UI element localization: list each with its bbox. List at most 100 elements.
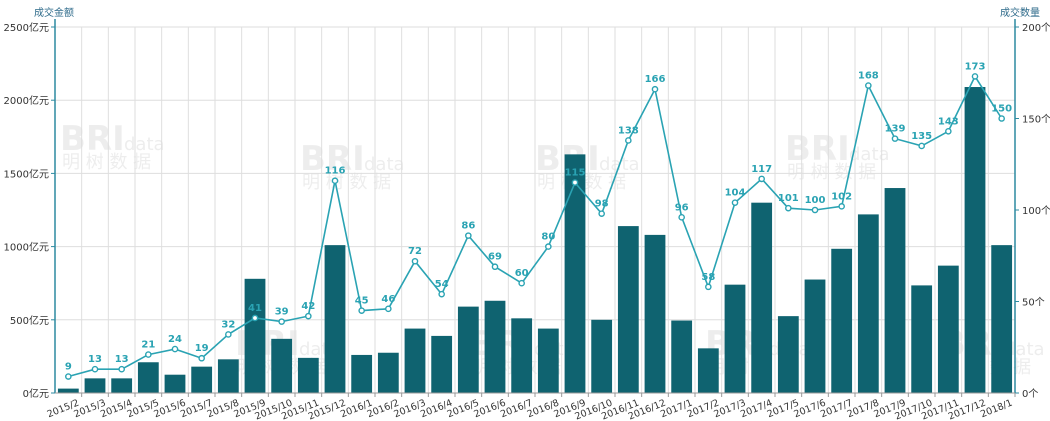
line-point: [545, 243, 552, 250]
bar: [164, 374, 186, 393]
count-data-label: 117: [751, 164, 772, 175]
bar-series: [57, 87, 1013, 394]
bar: [271, 338, 293, 393]
bar: [964, 87, 986, 394]
count-data-label: 86: [461, 221, 475, 232]
line-series: [65, 73, 1005, 380]
line-point: [438, 290, 445, 298]
left-axis-title: 成交金额: [34, 6, 74, 19]
count-line: [68, 74, 1003, 378]
bar: [937, 265, 959, 393]
bar: [217, 359, 239, 393]
bar: [191, 366, 213, 393]
bar: [644, 234, 666, 393]
bar: [137, 362, 159, 393]
line-point: [571, 179, 579, 186]
watermark-main: BRI: [60, 119, 125, 159]
bar: [724, 284, 746, 393]
count-data-label: 100: [805, 195, 826, 206]
watermark-suffix: data: [364, 154, 405, 175]
count-data-label: 173: [965, 61, 986, 72]
count-data-label: 54: [435, 279, 449, 290]
count-data-label: 115: [565, 168, 586, 179]
right-axis-title: 成交数量: [1000, 6, 1040, 19]
line-point: [651, 85, 659, 93]
bar: [911, 285, 933, 393]
left-tick-label: 2500亿元: [4, 21, 49, 34]
line-point: [838, 203, 845, 210]
left-tick-label: 0亿元: [23, 387, 49, 400]
line-point: [145, 351, 152, 358]
count-data-label: 101: [778, 193, 799, 204]
bar: [324, 245, 346, 393]
count-data-label: 150: [991, 104, 1012, 115]
count-data-label: 80: [541, 232, 555, 243]
line-point: [171, 345, 179, 353]
count-data-label: 13: [88, 354, 102, 365]
count-data-label: 135: [911, 131, 932, 142]
watermark-suffix: data: [124, 134, 165, 155]
bar: [857, 214, 879, 393]
line-point: [118, 365, 125, 373]
count-data-label: 139: [885, 124, 906, 135]
bar: [297, 357, 319, 393]
line-point: [598, 210, 605, 217]
line-point: [385, 305, 392, 313]
bar: [777, 316, 799, 393]
count-data-label: 96: [675, 202, 689, 213]
watermark-sub: 明 树 数 据: [62, 152, 151, 173]
bar: [804, 279, 826, 393]
count-data-label: 41: [248, 303, 262, 314]
bar: [884, 188, 906, 393]
left-tick-label: 2000亿元: [4, 94, 49, 107]
line-point: [731, 199, 739, 206]
bar: [244, 278, 266, 393]
line-point: [465, 232, 472, 239]
left-tick-label: 500亿元: [10, 314, 49, 327]
bar: [111, 378, 133, 393]
bar: [84, 378, 106, 393]
bar: [537, 328, 559, 393]
count-data-label: 72: [408, 246, 422, 257]
line-point: [678, 214, 685, 221]
count-data-label: 168: [858, 71, 879, 82]
bar: [431, 335, 453, 393]
bar: [57, 388, 79, 393]
count-data-label: 13: [115, 354, 129, 365]
bar: [564, 154, 586, 393]
right-tick-label: 150个: [1022, 114, 1050, 126]
line-point: [811, 206, 819, 214]
bar: [484, 300, 506, 393]
count-data-label: 46: [381, 294, 395, 305]
watermark-sub: 明 树 数 据: [787, 162, 876, 183]
watermark-sub: 明 树 数 据: [302, 172, 391, 193]
count-data-label: 143: [938, 116, 959, 127]
count-data-label: 21: [141, 340, 155, 351]
bar: [617, 226, 639, 393]
count-data-label: 42: [301, 301, 315, 312]
bar: [671, 320, 693, 393]
line-point: [411, 257, 419, 265]
data-labels: 9 13 13 21 24 19 32 41 39 42 116 45 46 72 54 86 69 60 80 11…: [65, 61, 1012, 372]
right-tick-label: 50个: [1022, 297, 1045, 309]
count-data-label: 116: [325, 166, 346, 177]
bar: [831, 248, 853, 393]
watermark-suffix: data: [1004, 339, 1045, 360]
line-point: [891, 135, 899, 142]
watermark-main: BRI: [300, 139, 365, 179]
count-data-label: 32: [221, 319, 235, 330]
count-data-label: 19: [195, 343, 209, 354]
count-data-label: 166: [645, 74, 666, 85]
right-tick-label: 100个: [1022, 205, 1050, 217]
line-point: [518, 279, 525, 287]
bar: [511, 318, 533, 393]
line-point: [625, 137, 632, 144]
line-point: [331, 177, 339, 185]
left-tick-label: 1000亿元: [4, 241, 49, 254]
bar: [457, 306, 479, 393]
line-point: [758, 175, 765, 183]
count-data-label: 9: [65, 362, 72, 373]
bar: [591, 319, 613, 393]
line-point: [865, 82, 872, 89]
